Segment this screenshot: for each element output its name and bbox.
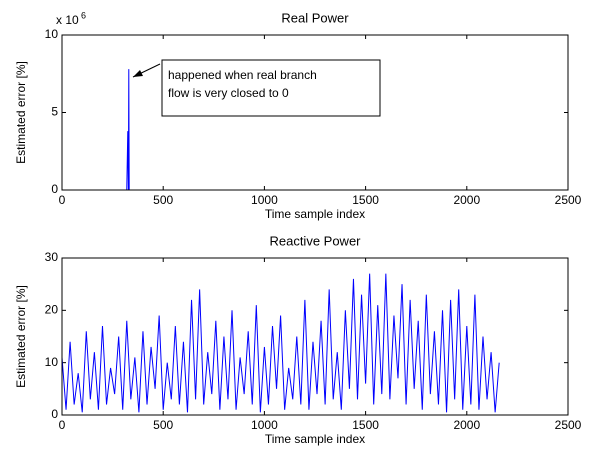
x-axis-label: Time sample index — [265, 432, 365, 446]
x-tick-label: 2500 — [555, 193, 582, 207]
x-tick-label: 2000 — [453, 193, 480, 207]
axes-box — [61, 34, 569, 191]
x-tick-label: 500 — [153, 193, 173, 207]
chart-title: Reactive Power — [269, 233, 361, 248]
x-tick-label: 1500 — [352, 418, 379, 432]
y-tick-label: 0 — [51, 407, 58, 421]
x-axis-label: Time sample index — [265, 207, 365, 221]
y-axis-label: Estimated error [%] — [14, 285, 28, 388]
plot-area — [62, 258, 568, 415]
x-tick-label: 1000 — [251, 193, 278, 207]
y-tick-label: 20 — [45, 303, 59, 317]
x-tick-label: 0 — [59, 418, 66, 432]
y-tick-label: 0 — [51, 182, 58, 196]
y-scale-exponent: 6 — [81, 10, 86, 20]
y-tick-label: 5 — [51, 105, 58, 119]
y-tick-label: 10 — [45, 27, 59, 41]
y-scale-base: x 10 — [56, 13, 79, 27]
annotation-text: happened when real branch — [168, 68, 317, 82]
chart-title: Real Power — [281, 10, 349, 25]
y-axis-label: Estimated error [%] — [14, 61, 28, 164]
x-tick-label: 500 — [153, 418, 173, 432]
y-tick-label: 30 — [45, 250, 59, 264]
x-tick-label: 0 — [59, 193, 66, 207]
data-line — [61, 273, 500, 413]
x-tick-label: 1500 — [352, 193, 379, 207]
y-tick-label: 10 — [45, 355, 59, 369]
axes-box — [61, 257, 569, 416]
x-tick-label: 1000 — [251, 418, 278, 432]
x-tick-label: 2500 — [555, 418, 582, 432]
annotation-box — [161, 59, 381, 117]
annotation-arrowhead — [133, 70, 143, 77]
annotation-text: flow is very closed to 0 — [168, 86, 289, 100]
x-tick-label: 2000 — [453, 418, 480, 432]
